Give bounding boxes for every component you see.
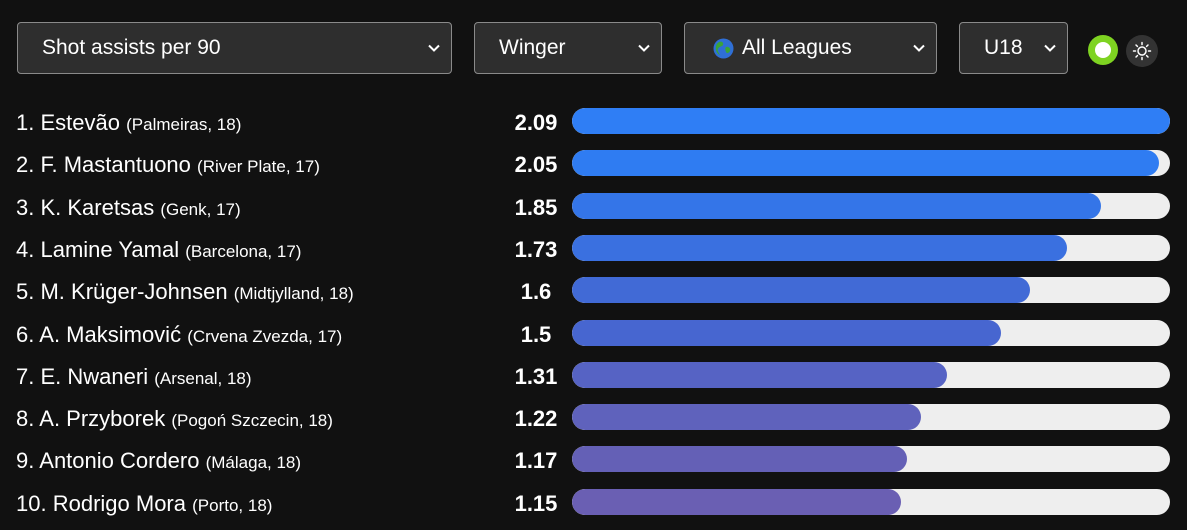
metric-select[interactable]: Shot assists per 90 [17, 22, 452, 74]
player-row[interactable]: 8. A. Przyborek (Pogoń Szczecin, 18) 1.22 [0, 400, 1187, 442]
player-value: 1.6 [520, 279, 552, 305]
chevron-down-icon [638, 44, 650, 52]
player-rank: 8. [16, 406, 35, 432]
player-value: 2.05 [514, 152, 558, 178]
player-club-age: (Porto, 18) [192, 495, 273, 515]
player-value: 1.5 [520, 321, 552, 347]
player-row[interactable]: 3. K. Karetsas (Genk, 17) 1.85 [0, 189, 1187, 231]
value-bar-track [572, 192, 1170, 219]
player-club-age: (Barcelona, 17) [185, 241, 302, 261]
value-bar-track [572, 319, 1170, 346]
player-club-age: (Midtjylland, 18) [233, 284, 354, 304]
player-name: 7. E. Nwaneri (Arsenal, 18) [16, 364, 252, 390]
player-rank: 7. [16, 363, 35, 389]
player-row[interactable]: 7. E. Nwaneri (Arsenal, 18) 1.31 [0, 358, 1187, 400]
player-value: 1.31 [514, 363, 558, 389]
player-name: 5. M. Krüger-Johnsen (Midtjylland, 18) [16, 279, 354, 305]
player-name-text: Estevão [40, 110, 120, 135]
player-club-age: (Pogoń Szczecin, 18) [171, 411, 333, 431]
value-bar-fill [572, 319, 1002, 346]
value-bar-fill [572, 234, 1068, 261]
metric-select-value: Shot assists per 90 [42, 36, 221, 59]
value-bar-track [572, 234, 1170, 261]
player-name: 3. K. Karetsas (Genk, 17) [16, 195, 241, 221]
player-club-age: (Palmeiras, 18) [126, 115, 242, 134]
player-value: 1.22 [514, 406, 558, 432]
player-name: 10. Rodrigo Mora (Porto, 18) [16, 491, 272, 517]
player-rank: 2. [16, 152, 35, 178]
player-club-age: (Arsenal, 18) [154, 368, 252, 388]
player-row[interactable]: 1. Estevão (Palmeiras, 18) 2.09 [0, 104, 1187, 146]
player-name: 9. Antonio Cordero (Málaga, 18) [16, 448, 301, 474]
chevron-down-icon [913, 44, 925, 52]
value-bar-track [572, 108, 1170, 134]
player-row[interactable]: 9. Antonio Cordero (Málaga, 18) 1.17 [0, 442, 1187, 484]
position-select-value: Winger [499, 36, 566, 59]
player-name: 2. F. Mastantuono (River Plate, 17) [16, 152, 320, 178]
player-row[interactable]: 6. A. Maksimović (Crvena Zvezda, 17) 1.5 [0, 316, 1187, 358]
player-name-text: Antonio Cordero [39, 448, 200, 474]
player-name-text: F. Mastantuono [40, 152, 191, 178]
player-row[interactable]: 2. F. Mastantuono (River Plate, 17) 2.05 [0, 146, 1187, 188]
theme-toggle-button[interactable] [1126, 35, 1158, 67]
value-bar-fill [572, 150, 1159, 177]
player-name-text: A. Przyborek [39, 406, 166, 432]
player-row[interactable]: 5. M. Krüger-Johnsen (Midtjylland, 18) 1.… [0, 273, 1187, 315]
player-name-text: Rodrigo Mora [52, 490, 186, 516]
value-bar-fill [572, 277, 1031, 304]
chevron-down-icon [1044, 44, 1056, 52]
player-name: 4. Lamine Yamal (Barcelona, 17) [16, 237, 301, 263]
player-name: 8. A. Przyborek (Pogoń Szczecin, 18) [16, 406, 333, 432]
player-name: 1. Estevão (Palmeiras, 18) [16, 110, 241, 136]
player-value: 2.09 [514, 110, 558, 135]
player-rank: 4. [16, 236, 35, 262]
player-name-text: A. Maksimović [39, 321, 182, 347]
player-club-age: (Málaga, 18) [205, 453, 302, 473]
player-name: 6. A. Maksimović (Crvena Zvezda, 17) [16, 322, 342, 348]
value-bar-fill [572, 404, 922, 431]
player-rank: 3. [16, 194, 35, 220]
player-name-text: K. Karetsas [40, 194, 155, 220]
value-bar-track [572, 404, 1170, 431]
player-value: 1.85 [514, 194, 558, 220]
value-bar-fill [572, 361, 947, 388]
globe-icon [713, 38, 734, 58]
player-club-age: (Crvena Zvezda, 17) [187, 326, 343, 346]
player-rank: 6. [16, 321, 35, 347]
value-bar-track [572, 277, 1170, 304]
value-bar-track [572, 150, 1170, 177]
value-bar-fill [572, 192, 1102, 219]
player-rank: 5. [16, 279, 35, 305]
age-select-value: U18 [984, 36, 1023, 59]
player-row[interactable]: 4. Lamine Yamal (Barcelona, 17) 1.73 [0, 231, 1187, 273]
player-value: 1.73 [514, 236, 558, 262]
value-bar-track [572, 488, 1170, 515]
player-rank: 9. [16, 448, 35, 474]
value-bar-track [572, 361, 1170, 388]
player-name-text: M. Krüger-Johnsen [40, 279, 228, 305]
player-value: 1.15 [514, 490, 558, 516]
league-select-value: All Leagues [742, 36, 852, 59]
chevron-down-icon [428, 44, 440, 52]
player-rank: 1. [16, 110, 35, 135]
toggle-knob [1095, 42, 1111, 58]
value-bar-fill [572, 446, 907, 473]
player-name-text: E. Nwaneri [40, 363, 149, 389]
player-club-age: (Genk, 17) [160, 199, 241, 219]
player-row[interactable]: 10. Rodrigo Mora (Porto, 18) 1.15 [0, 485, 1187, 527]
age-select[interactable]: U18 [959, 22, 1068, 74]
status-toggle[interactable] [1088, 35, 1118, 65]
value-bar-track [572, 446, 1170, 473]
league-select[interactable]: All Leagues [684, 22, 937, 74]
position-select[interactable]: Winger [474, 22, 662, 74]
player-value: 1.17 [514, 448, 558, 474]
value-bar-fill [572, 488, 901, 515]
value-bar-fill [572, 108, 1170, 134]
player-club-age: (River Plate, 17) [197, 157, 320, 177]
player-name-text: Lamine Yamal [40, 236, 180, 262]
sun-icon [1132, 41, 1152, 61]
player-rank: 10. [16, 490, 47, 516]
